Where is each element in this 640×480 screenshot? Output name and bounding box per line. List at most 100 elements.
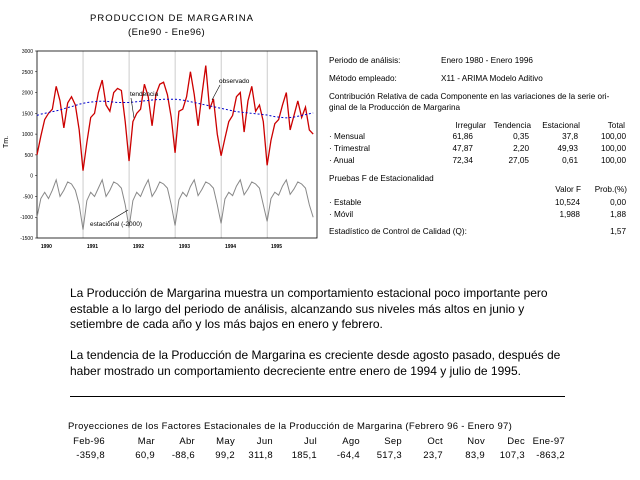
projection-value: -64,4	[336, 450, 360, 461]
projection-month: Feb-96	[73, 436, 105, 447]
annotation-estacional: estacional (-2000)	[90, 221, 142, 228]
projection-month: Abr	[179, 436, 195, 447]
paragraph-estacional: La Producción de Margarina muestra un co…	[70, 286, 548, 331]
periodo-value: Enero 1980 - Enero 1996	[441, 56, 533, 65]
projection-value: -359,8	[76, 450, 105, 461]
series-line-observado	[36, 65, 314, 171]
x-tick-label: 1993	[179, 244, 190, 250]
projection-month: Jun	[256, 436, 273, 447]
projection-month: Sep	[384, 436, 402, 447]
projection-value: 99,2	[215, 450, 235, 461]
x-tick-label: 1994	[225, 244, 236, 250]
contrib-cell: 49,93	[557, 144, 579, 153]
chart-grid	[82, 51, 268, 238]
projection-value: 60,9	[135, 450, 155, 461]
pruebas-header-prob: Prob.(%)	[594, 185, 627, 194]
contrib-header-irregular: Irregular	[455, 121, 487, 130]
margarina-line-chart: 3000 2500 2000 1500 1000 500 0 -500 -1000 -1500 1…	[3, 49, 318, 250]
x-tick-label: 1990	[41, 244, 52, 250]
pruebas-cell: 1,88	[610, 210, 626, 219]
chart-series	[36, 65, 314, 230]
x-tick-label: 1995	[271, 244, 282, 250]
y-tick-label: 0	[30, 174, 33, 180]
contrib-cell: 100,00	[600, 132, 626, 141]
projection-value: 23,7	[423, 450, 443, 461]
pruebas-cell: 1,988	[559, 210, 581, 219]
contrib-cell: 100,00	[600, 156, 626, 165]
contrib-row-mensual-label: · Mensual	[329, 132, 365, 141]
y-axis-ticks: 3000 2500 2000 1500 1000 500 0 -500 -1000 -1500	[20, 49, 37, 242]
projection-month: Dec	[507, 436, 525, 447]
contrib-header-tendencia: Tendencia	[493, 121, 531, 130]
pruebas-header-valor: Valor F	[555, 185, 581, 194]
contrib-line2: ginal de la Producción de Margarina	[329, 103, 461, 112]
paragraph-tendencia: La tendencia de la Producción de Margari…	[70, 348, 561, 378]
series-line-tendencia	[36, 98, 314, 119]
y-tick-label: 3000	[22, 49, 33, 55]
y-tick-label: 1500	[22, 111, 33, 117]
projection-value: 83,9	[465, 450, 485, 461]
divider	[70, 396, 565, 397]
pruebas-cell: 10,524	[554, 198, 580, 207]
x-tick-label: 1991	[87, 244, 98, 250]
projections-values-row: -359,8 60,9 -88,6 99,2 311,8 185,1 -64,4 517,3 2…	[0, 450, 640, 462]
annotation-observado-arrow	[211, 84, 221, 101]
projection-value: -88,6	[171, 450, 195, 461]
y-tick-label: 1000	[22, 132, 33, 138]
contrib-cell: 72,34	[452, 156, 474, 165]
metodo-label: Método empleado:	[329, 74, 397, 83]
y-tick-label: 2500	[22, 70, 33, 76]
x-axis-ticks: 1990 1991 1992 1993 1994 1995	[41, 244, 282, 250]
y-tick-label: -1000	[20, 215, 33, 221]
projection-value: 185,1	[291, 450, 317, 461]
periodo-label: Periodo de análisis:	[329, 56, 401, 65]
y-tick-label: 2000	[22, 91, 33, 97]
projection-month: May	[216, 436, 235, 447]
y-tick-label: 500	[25, 153, 34, 159]
pruebas-row-estable-label: · Estable	[329, 198, 362, 207]
projection-month: Jul	[303, 436, 317, 447]
projection-value: 517,3	[376, 450, 402, 461]
projection-value: 107,3	[499, 450, 525, 461]
metodo-value: X11 - ARIMA Modelo Aditivo	[441, 74, 543, 83]
contrib-line1: Contribución Relativa de cada Componente…	[329, 92, 610, 101]
annotation-tendencia: tendencia	[130, 91, 159, 98]
contrib-cell: 0,35	[513, 132, 529, 141]
projection-value: 311,8	[248, 450, 273, 461]
y-tick-label: -500	[23, 194, 33, 200]
contrib-cell: 61,86	[452, 132, 474, 141]
x-tick-label: 1992	[133, 244, 144, 250]
pruebas-row-movil-label: · Móvil	[329, 210, 354, 219]
chart-title: PRODUCCION DE MARGARINA	[90, 13, 254, 24]
pruebas-title: Pruebas F de Estacionalidad	[329, 174, 434, 183]
contrib-row-trimestral-label: · Trimestral	[329, 144, 370, 153]
contrib-cell: 100,00	[600, 144, 626, 153]
contrib-cell: 37,8	[562, 132, 578, 141]
contrib-row-anual-label: · Anual	[329, 156, 355, 165]
projection-month: Nov	[467, 436, 485, 447]
y-axis-label: Tm.	[3, 136, 10, 148]
control-label: Estadístico de Control de Calidad (Q):	[329, 227, 467, 236]
contrib-header-total: Total	[607, 121, 625, 130]
annotation-observado: observado	[219, 78, 250, 85]
series-line-estacional	[36, 178, 314, 230]
annotation-tendencia-arrow	[130, 97, 135, 119]
contrib-cell: 0,61	[562, 156, 578, 165]
contrib-cell: 47,87	[452, 144, 474, 153]
projection-month: Ago	[342, 436, 360, 447]
projection-month: Mar	[137, 436, 155, 447]
projection-month: Oct	[427, 436, 443, 447]
pruebas-cell: 0,00	[610, 198, 626, 207]
annotation-estacional-arrow	[107, 209, 129, 223]
plot-frame	[36, 50, 318, 239]
contrib-cell: 27,05	[508, 156, 530, 165]
contrib-header-estacional: Estacional	[542, 121, 580, 130]
projections-title: Proyecciones de los Factores Estacionale…	[68, 421, 513, 432]
chart-subtitle: (Ene90 - Ene96)	[128, 27, 206, 38]
projection-value: -863,2	[536, 450, 565, 461]
control-value: 1,57	[610, 227, 626, 236]
y-tick-label: -1500	[20, 236, 33, 242]
projections-months-row: Feb-96 Mar Abr May Jun Jul Ago Sep Oct Nov Dec Ene-…	[0, 436, 640, 448]
contrib-cell: 2,20	[513, 144, 529, 153]
projection-month: Ene-97	[532, 436, 565, 447]
